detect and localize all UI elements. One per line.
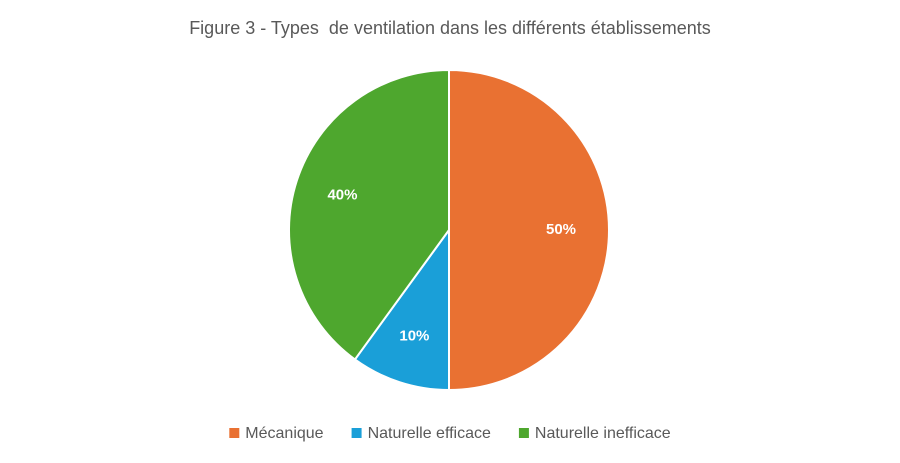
- legend-marker: [229, 428, 240, 438]
- legend-marker: [351, 428, 362, 438]
- value-label: 50%: [546, 221, 576, 238]
- pie-slice: [288, 68, 450, 361]
- pie-slice: [353, 226, 450, 392]
- legend-marker: [518, 428, 529, 438]
- value-label: 10%: [399, 327, 429, 344]
- pie-slice: [448, 68, 610, 392]
- legend-label: Mécanique: [245, 425, 323, 442]
- value-label: 40%: [327, 186, 357, 203]
- legend-label: Naturelle inefficace: [535, 425, 671, 442]
- chart-title: Figure 3 - Types de ventilation dans les…: [189, 18, 711, 38]
- legend-label: Naturelle efficace: [368, 425, 491, 442]
